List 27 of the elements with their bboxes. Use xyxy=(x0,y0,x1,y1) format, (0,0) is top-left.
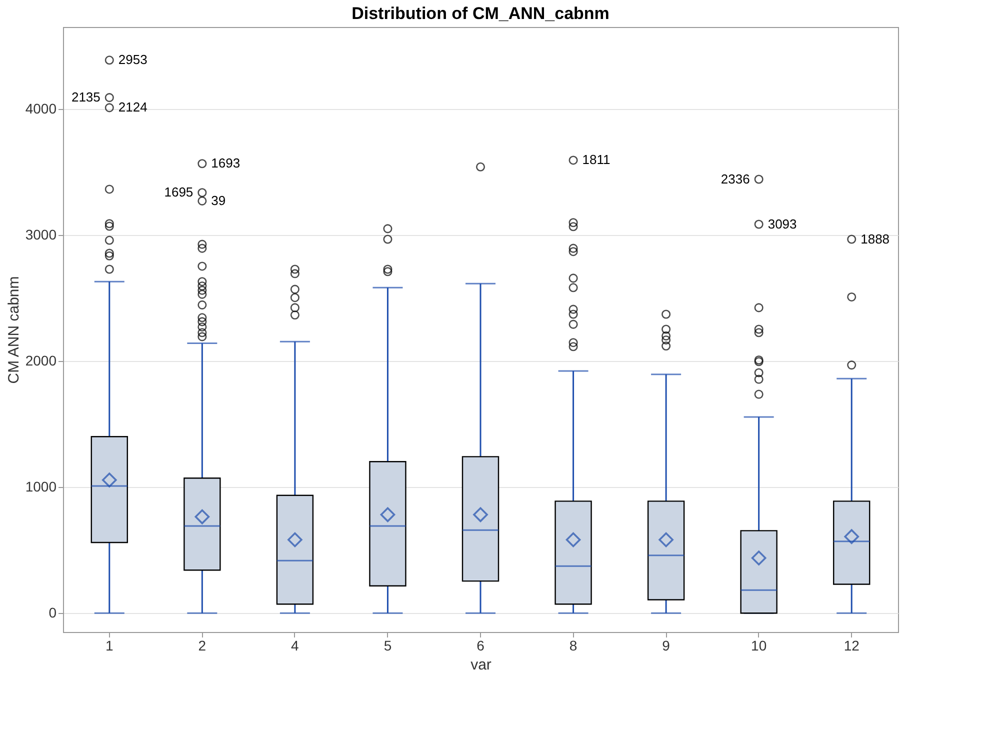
annotation: 1811 xyxy=(582,152,610,168)
x-tick-label: 1 xyxy=(105,638,114,654)
annotation: 2336 xyxy=(720,171,750,186)
x-tick-label: 9 xyxy=(662,638,670,654)
annotation: 39 xyxy=(211,192,226,208)
annotation: 2135 xyxy=(71,90,100,105)
annotation: 3093 xyxy=(768,216,797,232)
x-tick-label: 10 xyxy=(751,638,767,654)
x-tick-label: 6 xyxy=(476,638,485,654)
y-tick-label: 4000 xyxy=(25,100,57,116)
annotation: 1888 xyxy=(860,231,890,246)
x-tick-label: 2 xyxy=(198,638,206,654)
x-tick-label: 5 xyxy=(384,638,392,654)
x-tick-label: 8 xyxy=(569,638,578,654)
y-tick-label: 2000 xyxy=(25,352,57,369)
annotation: 1695 xyxy=(164,184,194,200)
annotation: 2953 xyxy=(118,52,148,68)
annotation: 1693 xyxy=(211,156,240,171)
y-tick-label: 0 xyxy=(48,604,57,621)
x-tick-label: 12 xyxy=(844,638,860,654)
y-tick-label: 3000 xyxy=(25,226,57,242)
chart-title: Distribution of CM_ANN_cabnm xyxy=(352,4,610,23)
x-axis-title: var xyxy=(470,656,492,674)
x-tick-label: 4 xyxy=(291,638,300,654)
y-axis-title: CM ANN cabnm xyxy=(5,276,22,384)
annotation: 2124 xyxy=(118,100,148,115)
y-tick-label: 1000 xyxy=(25,478,57,495)
